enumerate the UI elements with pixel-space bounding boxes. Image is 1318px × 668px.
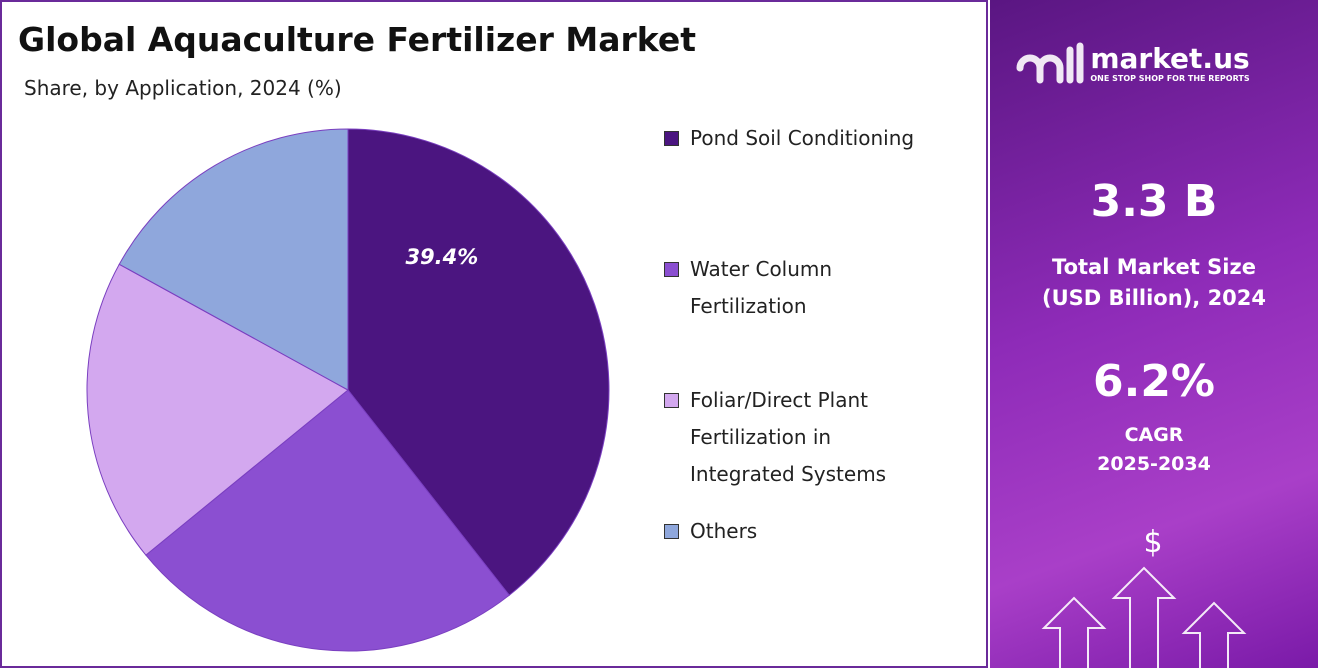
legend-label: Others <box>690 519 758 543</box>
chart-panel: Global Aquaculture Fertilizer Market Sha… <box>0 0 988 668</box>
decoration: $ <box>1016 42 1247 668</box>
legend-item: Others <box>664 513 954 550</box>
info-panel: $ market.us ONE STOP SHOP FOR THE REPORT… <box>990 0 1318 668</box>
pie-chart: 39.4% <box>86 128 610 652</box>
cagr-period: 2025-2034 <box>1097 453 1211 475</box>
legend-label: Water Column Fertilization <box>690 257 833 318</box>
data-label: 39.4% <box>405 245 478 269</box>
pie-slice <box>145 389 510 652</box>
brand: market.us <box>1090 42 1250 75</box>
pie-slice <box>347 128 610 596</box>
tagline: ONE STOP SHOP FOR THE REPORTS <box>1090 74 1250 83</box>
chart-subtitle: Share, by Application, 2024 (%) <box>24 76 342 100</box>
cagr-label: CAGR <box>1124 424 1184 446</box>
legend-swatch <box>664 524 679 539</box>
market-size-label: Total Market Size (USD Billion), 2024 <box>1041 255 1267 310</box>
pie-slice <box>86 263 349 556</box>
market-size: 3.3 B <box>1090 176 1218 227</box>
legend-swatch <box>664 393 679 408</box>
legend-swatch <box>664 131 679 146</box>
pie-slice <box>118 128 349 391</box>
legend-item: Water Column Fertilization <box>664 251 954 325</box>
legend-label: Foliar/Direct Plant Fertilization in Int… <box>690 388 887 486</box>
legend-swatch <box>664 262 679 277</box>
cagr: 6.2% <box>1092 356 1216 407</box>
legend-label: Pond Soil Conditioning <box>690 126 915 150</box>
legend-item: Pond Soil Conditioning <box>664 120 954 157</box>
chart-title: Global Aquaculture Fertilizer Market <box>18 20 696 59</box>
dollar-icon: $ <box>1143 525 1162 560</box>
legend-item: Foliar/Direct Plant Fertilization in Int… <box>664 382 954 493</box>
